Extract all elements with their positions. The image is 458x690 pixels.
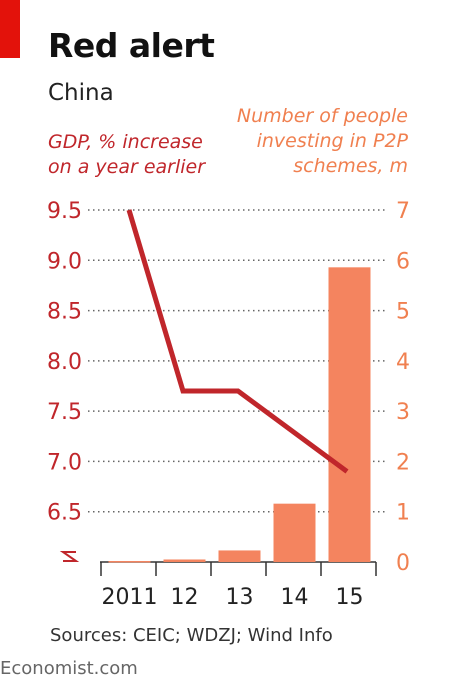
left-tick-label: 7.5 [47, 400, 82, 425]
chart-title: Red alert [48, 26, 215, 65]
p2p-bar [328, 267, 371, 562]
p2p-bar [108, 560, 151, 563]
left-tick-label: 6.5 [47, 501, 82, 526]
right-tick-label: 2 [396, 450, 410, 475]
left-tick-label: 8.0 [47, 350, 82, 375]
p2p-bar [273, 503, 316, 562]
x-tick-label: 14 [281, 585, 309, 610]
right-tick-label: 1 [396, 501, 410, 526]
right-tick-label: 5 [396, 300, 410, 325]
source-note: Sources: CEIC; WDZJ; Wind Info [50, 625, 333, 646]
x-tick-label: 2011 [102, 585, 158, 610]
left-tick-label: 8.5 [47, 300, 82, 325]
left-axis-title: GDP, % increase on a year earlier [48, 131, 206, 178]
right-tick-label: 6 [396, 249, 410, 274]
brand-accent-bar [0, 0, 20, 58]
right-tick-label: 7 [396, 199, 410, 224]
gdp-line [126, 209, 349, 474]
right-tick-label: 4 [396, 350, 410, 375]
p2p-bar [218, 550, 261, 562]
right-tick-label: 3 [396, 400, 410, 425]
x-tick-label: 12 [171, 585, 199, 610]
x-tick-label: 15 [336, 585, 364, 610]
right-axis-title: Number of people investing in P2P scheme… [236, 105, 408, 177]
axis-break-icon [59, 551, 80, 562]
p2p-bar [163, 559, 206, 562]
left-tick-label: 9.0 [47, 249, 82, 274]
x-tick-label: 13 [226, 585, 254, 610]
right-tick-label: 0 [396, 551, 410, 576]
left-tick-label: 9.5 [47, 199, 82, 224]
footer-brand: Economist.com [0, 658, 138, 679]
chart-subtitle: China [48, 80, 114, 106]
left-tick-label: 7.0 [47, 450, 82, 475]
